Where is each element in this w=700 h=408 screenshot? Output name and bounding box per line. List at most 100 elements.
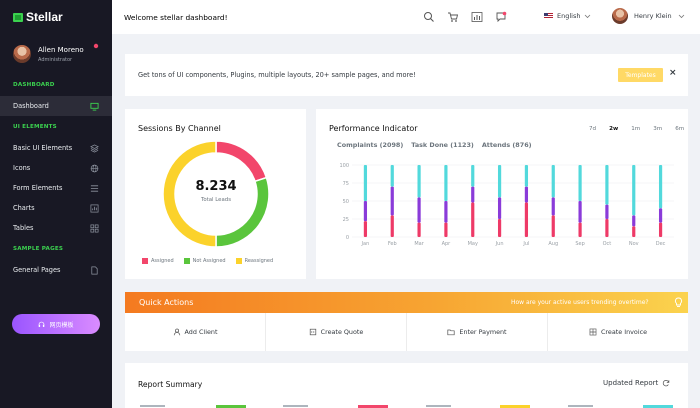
bar-segment xyxy=(363,221,368,237)
sidebar-item-label: Form Elements xyxy=(13,184,63,192)
list-icon xyxy=(90,184,99,192)
x-tick-label: Jan xyxy=(361,241,370,247)
tab-7d[interactable]: 7d xyxy=(589,126,597,132)
quick-actions-header: Quick Actions How are your active users … xyxy=(125,292,688,313)
enter-payment-label: Enter Payment xyxy=(459,328,507,336)
template-button[interactable]: 网页模板 xyxy=(12,314,100,334)
sidebar-item-label: Charts xyxy=(13,204,35,212)
brand-name: Stellar xyxy=(26,10,63,24)
legend-swatch xyxy=(235,258,242,264)
folder-icon xyxy=(447,329,455,336)
monitor-icon xyxy=(90,102,99,111)
notification-icon[interactable] xyxy=(93,43,99,49)
x-tick-label: Oct xyxy=(603,241,612,247)
bar-segment xyxy=(632,215,636,227)
report-progress-bar xyxy=(643,405,673,408)
section-dashboard: DASHBOARD xyxy=(13,82,55,88)
x-tick-label: Sep xyxy=(575,241,584,247)
legend-label: Assigned xyxy=(151,258,174,264)
bar-segment xyxy=(444,201,448,223)
x-tick-label: Apr xyxy=(442,241,452,247)
bar-segment xyxy=(390,186,394,216)
message-icon[interactable] xyxy=(495,11,507,23)
bar-segment xyxy=(524,165,529,187)
create-quote-label: Create Quote xyxy=(320,328,364,336)
promo-banner: Get tons of UI components, Plugins, mult… xyxy=(125,54,688,96)
bar-segment xyxy=(444,222,448,237)
create-invoice-button[interactable]: Create Invoice xyxy=(548,313,688,351)
total-leads-label: Total Leads xyxy=(200,197,232,203)
quick-actions-subtitle: How are your active users trending overt… xyxy=(511,299,649,306)
report-progress-bar xyxy=(500,405,530,408)
metric-attends: Attends (876) xyxy=(481,141,532,149)
avatar xyxy=(612,8,628,24)
language-selector[interactable]: English xyxy=(544,12,591,20)
bar-segment xyxy=(578,165,582,201)
brand-logo[interactable]: Stellar xyxy=(0,0,112,34)
tab-6m[interactable]: 6m xyxy=(675,126,685,132)
bar-segment xyxy=(658,165,663,209)
bar-chart-icon xyxy=(90,204,99,212)
grid-icon xyxy=(90,224,99,232)
sidebar-item-label: Icons xyxy=(13,164,31,172)
close-icon[interactable]: × xyxy=(669,68,677,78)
sidebar-profile[interactable]: Allen Moreno Administrator xyxy=(0,34,112,74)
sidebar-item-basic-ui[interactable]: Basic UI Elements xyxy=(0,138,112,158)
sidebar-item-general-pages[interactable]: General Pages xyxy=(0,260,112,280)
layers-icon xyxy=(90,143,99,153)
sidebar-item-label: Tables xyxy=(13,224,34,232)
sidebar: Stellar Allen Moreno Administrator DASHB… xyxy=(0,0,112,408)
bar-segment xyxy=(390,215,394,237)
create-quote-button[interactable]: Create Quote xyxy=(266,313,407,351)
logo-icon xyxy=(13,12,23,22)
avatar xyxy=(13,45,31,63)
legend-item: Not Assigned xyxy=(183,258,226,264)
tab-3m[interactable]: 3m xyxy=(653,126,663,132)
search-icon[interactable] xyxy=(423,11,435,23)
tab-1m[interactable]: 1m xyxy=(631,126,641,132)
legend-label: Reassigned xyxy=(244,258,274,264)
invoice-icon xyxy=(589,328,597,336)
bar-segment xyxy=(471,202,475,237)
templates-button[interactable]: Templates xyxy=(618,68,663,82)
sidebar-item-form-elements[interactable]: Form Elements xyxy=(0,178,112,198)
sidebar-item-icons[interactable]: Icons xyxy=(0,158,112,178)
sidebar-item-label: Dashboard xyxy=(13,102,49,110)
sidebar-item-charts[interactable]: Charts xyxy=(0,198,112,218)
chart-icon[interactable] xyxy=(471,11,483,23)
bar-segment xyxy=(632,165,636,216)
quick-actions-card: Quick Actions How are your active users … xyxy=(125,292,688,351)
total-leads-value: 8.234 xyxy=(195,179,237,194)
x-tick-label: Aug xyxy=(548,241,558,247)
report-label-bar xyxy=(283,405,308,407)
template-button-label: 网页模板 xyxy=(49,321,74,329)
enter-payment-button[interactable]: Enter Payment xyxy=(407,313,548,351)
user-icon xyxy=(173,328,180,336)
legend-item: Assigned xyxy=(142,258,174,264)
sidebar-item-dashboard[interactable]: Dashboard xyxy=(0,96,112,116)
cart-icon[interactable] xyxy=(447,11,459,23)
bar-segment xyxy=(417,165,421,198)
refresh-icon xyxy=(663,380,670,387)
sidebar-item-tables[interactable]: Tables xyxy=(0,218,112,238)
report-title: Report Summary xyxy=(138,380,203,389)
lightbulb-icon xyxy=(674,297,683,307)
globe-icon xyxy=(90,164,99,172)
add-client-button[interactable]: Add Client xyxy=(125,313,266,351)
metric-task-done: Task Done (1123) xyxy=(411,141,474,149)
x-tick-label: Nov xyxy=(629,241,639,247)
legend-item: Reassigned xyxy=(235,258,274,264)
bar-segment xyxy=(578,222,582,237)
section-ui-elements: UI ELEMENTS xyxy=(13,124,57,130)
sidebar-item-label: General Pages xyxy=(13,266,61,274)
bar-segment xyxy=(605,204,609,219)
legend-label: Not Assigned xyxy=(192,258,226,264)
report-row xyxy=(138,403,678,408)
updated-report-button[interactable]: Updated Report xyxy=(603,379,670,387)
quote-icon xyxy=(309,328,316,336)
user-menu[interactable]: Henry Klein xyxy=(612,8,685,24)
tab-2w[interactable]: 2w xyxy=(609,126,619,132)
sidebar-item-label: Basic UI Elements xyxy=(13,144,73,152)
bar-segment xyxy=(551,165,555,198)
report-progress-bar xyxy=(358,405,388,408)
